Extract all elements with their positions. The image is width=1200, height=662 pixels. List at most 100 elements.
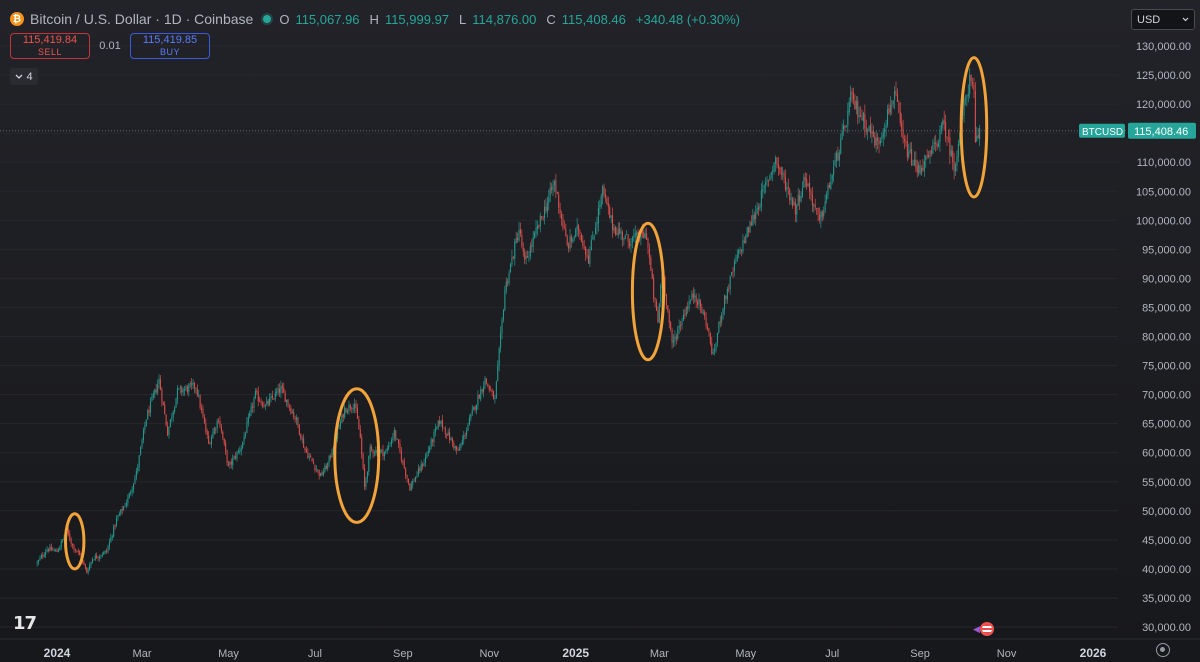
candle xyxy=(562,213,564,231)
candle xyxy=(96,552,98,559)
candle xyxy=(976,126,978,142)
trade-panel: 115,419.84 SELL 0.01 115,419.85 BUY xyxy=(10,33,210,59)
candle xyxy=(213,426,215,435)
candle xyxy=(725,295,727,304)
candle xyxy=(202,405,204,419)
sell-button[interactable]: 115,419.84 SELL xyxy=(10,33,90,59)
candle xyxy=(152,390,154,400)
candle xyxy=(480,385,482,402)
candle xyxy=(388,441,390,451)
candle xyxy=(525,250,527,265)
candle xyxy=(619,222,621,235)
candle xyxy=(848,97,850,116)
candle xyxy=(115,515,118,528)
candle xyxy=(174,405,176,415)
candle xyxy=(597,201,599,232)
currency-select[interactable]: USD xyxy=(1131,9,1195,30)
candle xyxy=(456,445,458,455)
economic-event-flag[interactable]: ◀ xyxy=(973,621,995,637)
candle xyxy=(277,384,279,396)
candle xyxy=(667,305,669,313)
buy-button[interactable]: 115,419.85 BUY xyxy=(130,33,210,59)
time-axis[interactable]: 2024 Mar May Jul Sep Nov 2025 Mar May Jul Sep Nov 20… xyxy=(0,638,1200,660)
price-tick-label: 45,000.00 xyxy=(1142,535,1191,547)
candle xyxy=(871,123,873,144)
candle xyxy=(252,402,254,413)
candle xyxy=(903,134,906,149)
chart-settings-gear-icon[interactable] xyxy=(1156,643,1170,657)
candle xyxy=(185,384,187,392)
candle xyxy=(586,248,588,259)
candle xyxy=(457,447,459,452)
candle xyxy=(911,142,913,167)
candle xyxy=(205,418,207,435)
candle xyxy=(98,554,101,562)
candle xyxy=(604,188,607,203)
candle xyxy=(36,560,38,567)
candle xyxy=(439,416,441,427)
candle xyxy=(593,234,595,241)
candle xyxy=(100,554,102,560)
price-axis[interactable]: 30,000.00 35,000.00 40,000.00 45,000.00 50,0… xyxy=(1136,41,1191,634)
candle xyxy=(942,118,944,130)
candle xyxy=(714,344,716,356)
candle xyxy=(93,559,95,561)
candle xyxy=(610,215,612,224)
candle xyxy=(495,380,497,400)
candle xyxy=(850,85,852,107)
candle xyxy=(867,128,869,141)
candle xyxy=(688,295,690,312)
candle xyxy=(708,327,710,337)
candle xyxy=(42,551,44,560)
candle xyxy=(447,428,449,436)
candle xyxy=(701,303,703,314)
candle xyxy=(43,552,45,558)
candle xyxy=(301,435,303,444)
candle xyxy=(792,196,794,209)
candle xyxy=(386,445,388,454)
candle xyxy=(53,547,55,552)
indicators-count: 4 xyxy=(26,70,33,83)
candle xyxy=(580,232,582,243)
candle xyxy=(304,447,306,453)
candle xyxy=(786,182,788,198)
candle xyxy=(929,150,931,165)
market-status-dot-icon[interactable] xyxy=(263,15,272,23)
sell-price: 115,419.84 xyxy=(22,34,78,46)
candle xyxy=(308,453,310,461)
candle xyxy=(548,189,550,211)
indicators-collapse-button[interactable]: 4 xyxy=(10,68,38,85)
candle xyxy=(718,321,720,334)
candle xyxy=(235,452,237,460)
candle xyxy=(498,346,500,372)
candle xyxy=(440,420,442,427)
candle xyxy=(570,234,572,248)
candle xyxy=(317,469,319,474)
candle xyxy=(236,450,238,462)
tradingview-logo-icon[interactable]: 17 xyxy=(13,613,37,634)
candle xyxy=(862,111,864,130)
candle xyxy=(497,360,499,382)
candle xyxy=(937,139,940,148)
candle xyxy=(776,157,778,169)
candle xyxy=(748,226,750,237)
candle xyxy=(789,187,791,206)
candle xyxy=(912,159,914,166)
candle xyxy=(576,218,578,237)
candle xyxy=(772,165,774,182)
candle xyxy=(260,398,262,406)
symbol-title[interactable]: Bitcoin / U.S. Dollar · 1D · Coinbase xyxy=(30,11,254,27)
candle xyxy=(237,448,239,455)
candle xyxy=(179,384,181,394)
candle xyxy=(582,235,584,250)
candle xyxy=(743,236,745,244)
last-price-tag: BTCUSD 115,408.46 xyxy=(1079,122,1196,139)
candle xyxy=(106,548,108,554)
candle xyxy=(595,221,597,235)
last-price-value-bg xyxy=(1128,122,1196,139)
candle xyxy=(191,378,193,390)
candle xyxy=(254,388,256,400)
candle xyxy=(132,482,135,494)
candle xyxy=(600,193,602,209)
